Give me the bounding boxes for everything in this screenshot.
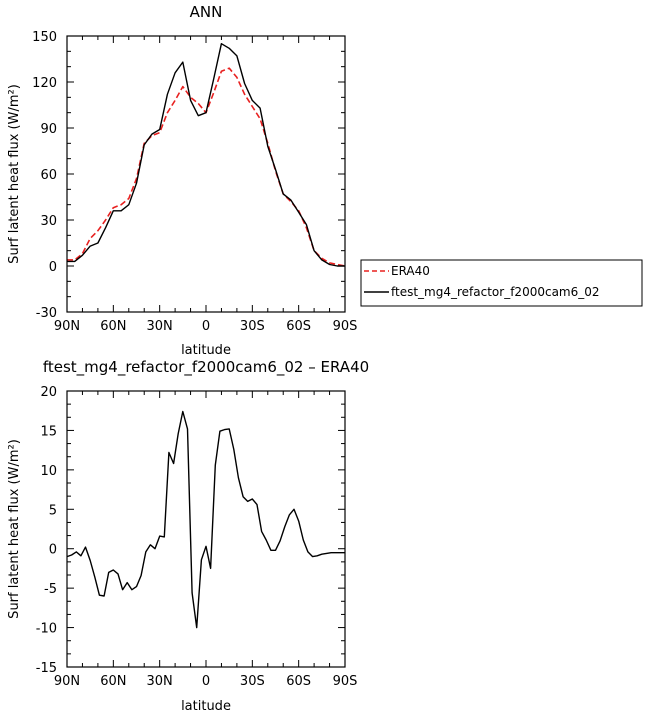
y-tick-label: 0: [49, 260, 57, 275]
y-tick-label: -10: [36, 622, 57, 637]
x-tick-label: 60N: [100, 674, 126, 689]
bottom-chart-y-axis-label: Surf latent heat flux (W/m²): [7, 439, 22, 619]
top-chart-plot-frame: [66, 35, 346, 313]
top-chart-ticks: 90N 60N 30N 0 30S 60S 90S -30 0 30 60 90 120 150: [32, 30, 357, 334]
bottom-chart: ftest_mg4_refactor_f2000cam6_02 – ERA40 …: [7, 358, 369, 714]
x-tick-label: 60N: [100, 319, 126, 334]
x-tick-label: 0: [202, 674, 210, 689]
bottom-chart-title: ftest_mg4_refactor_f2000cam6_02 – ERA40: [43, 358, 369, 377]
y-tick-label: 0: [49, 543, 57, 558]
bottom-chart-x-axis-label: latitude: [181, 699, 231, 714]
series-line-difference: [66, 410, 345, 629]
legend-label-era40: ERA40: [391, 264, 430, 278]
top-chart-y-axis-label: Surf latent heat flux (W/m²): [7, 84, 22, 264]
top-chart-series-layer: [67, 43, 346, 267]
y-tick-label: -15: [36, 661, 57, 676]
x-tick-label: 60S: [286, 319, 311, 334]
legend-box: [360, 259, 643, 307]
bottom-chart-ticks: 90N 60N 30N 0 30S 60S 90S -15 -10 -5 0 5 10 15 20: [36, 385, 358, 689]
legend: ERA40 ftest_mg4_refactor_f2000cam6_02: [360, 259, 643, 307]
x-tick-label: 60S: [286, 674, 311, 689]
y-tick-label: 90: [40, 122, 57, 137]
x-tick-label: 90N: [54, 674, 80, 689]
y-tick-label: 10: [40, 464, 57, 479]
y-tick-label: 30: [40, 214, 57, 229]
series-line-era40: [67, 67, 346, 267]
y-tick-label: -30: [36, 306, 57, 321]
y-tick-label: 5: [49, 503, 57, 518]
x-tick-label: 30N: [147, 674, 173, 689]
legend-label-ftest: ftest_mg4_refactor_f2000cam6_02: [391, 285, 600, 299]
x-tick-label: 90S: [333, 319, 358, 334]
x-tick-label: 90N: [54, 319, 80, 334]
y-tick-label: 120: [32, 76, 57, 91]
top-chart: ANN 90N 60N 30N 0 30S 60S 90S-300306090120150 …: [7, 3, 357, 358]
y-tick-label: -5: [44, 582, 57, 597]
bottom-chart-series-layer: [66, 410, 345, 629]
x-tick-label: 30N: [147, 319, 173, 334]
y-tick-label: 20: [40, 385, 57, 400]
bottom-chart-plot-frame: [66, 390, 346, 668]
x-tick-label: 0: [202, 319, 210, 334]
y-tick-label: 150: [32, 30, 57, 45]
x-tick-label: 30S: [240, 674, 265, 689]
y-tick-label: 60: [40, 168, 57, 183]
x-tick-label: 30S: [240, 319, 265, 334]
top-chart-x-axis-label: latitude: [181, 343, 231, 358]
series-line-ftest-mg4-refactor-f2000cam6-02: [67, 43, 345, 267]
top-chart-title: ANN: [190, 3, 223, 21]
y-tick-label: 15: [40, 424, 57, 439]
x-tick-label: 90S: [333, 674, 358, 689]
